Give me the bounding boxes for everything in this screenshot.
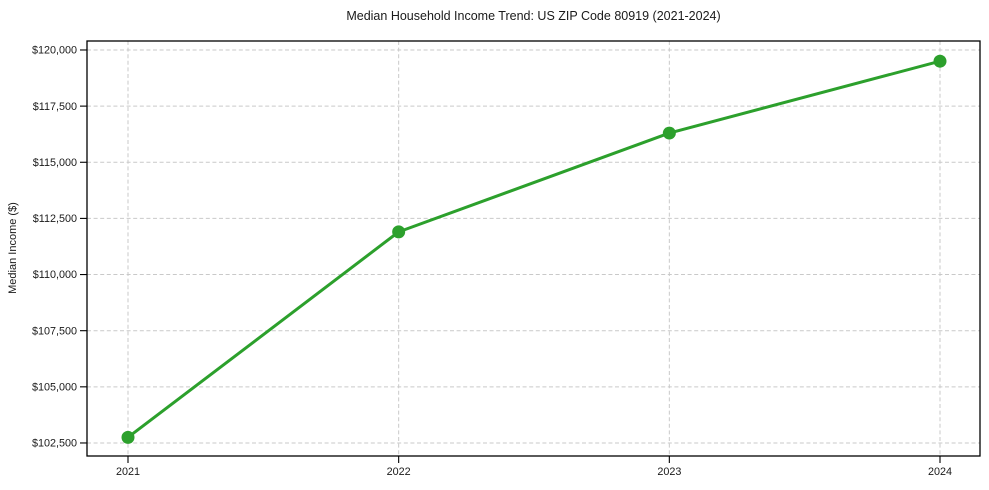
x-tick-label: 2022 bbox=[387, 466, 411, 478]
y-tick-label: $105,000 bbox=[32, 382, 77, 394]
y-tick-label: $117,500 bbox=[33, 101, 77, 113]
plot-border bbox=[86, 40, 981, 457]
y-tick-label: $120,000 bbox=[32, 45, 77, 57]
y-tick-label: $107,500 bbox=[32, 325, 77, 337]
y-tick-label: $112,500 bbox=[33, 213, 77, 225]
data-point bbox=[933, 54, 947, 68]
data-point bbox=[662, 126, 676, 140]
x-tick-label: 2023 bbox=[657, 466, 681, 478]
trend-line bbox=[126, 59, 942, 439]
y-tick-label: $115,000 bbox=[33, 157, 77, 169]
y-tick-label: $110,000 bbox=[33, 269, 77, 281]
chart-title: Median Household Income Trend: US ZIP Co… bbox=[346, 9, 721, 23]
y-tick-label: $102,500 bbox=[32, 438, 77, 450]
data-point bbox=[121, 430, 135, 444]
data-point bbox=[392, 225, 406, 239]
x-tick-label: 2021 bbox=[116, 466, 140, 478]
x-tick-label: 2024 bbox=[928, 466, 952, 478]
